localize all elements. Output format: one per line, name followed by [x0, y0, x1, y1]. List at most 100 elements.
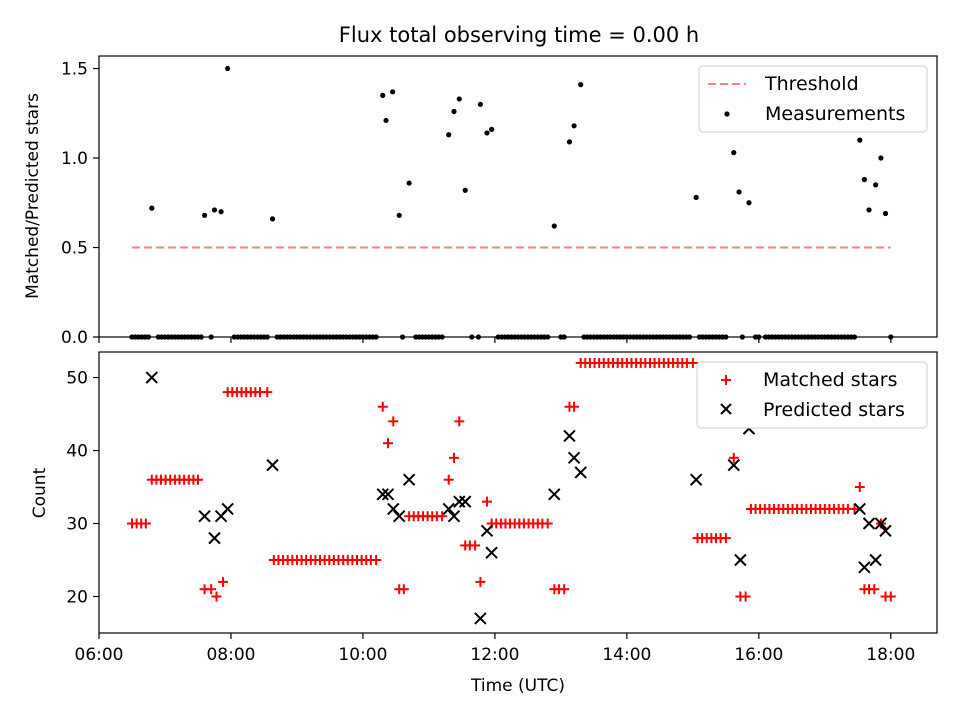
measurement-point — [396, 212, 402, 218]
plot-frame-bottom — [98, 351, 938, 634]
measurement-point — [477, 101, 483, 107]
predicted-star-point — [563, 429, 576, 443]
x-tick-label-0: 06:00 — [75, 645, 124, 665]
predicted-star-point — [548, 488, 561, 501]
measurement-point — [149, 205, 155, 211]
legend-top: Threshold Measurements — [698, 65, 928, 133]
count-panel: Count Time (UTC) 20 30 40 50 06:00 08:00 10:00… — [30, 351, 938, 696]
measurement-point — [456, 96, 462, 102]
measurement-point — [746, 200, 752, 206]
y-tick-label-1-0: 20 — [66, 588, 88, 608]
measurement-point — [736, 189, 742, 195]
measurement-point — [861, 176, 868, 183]
matched-star-point — [377, 401, 388, 412]
measurement-point — [269, 216, 276, 222]
measurement-point — [731, 150, 737, 156]
predicted-star-point — [480, 524, 494, 538]
predicted-star-point — [447, 510, 461, 523]
chart-title: Flux total observing time = 0.00 h — [339, 23, 699, 47]
predicted-star-point — [567, 451, 581, 465]
matched-star-point — [398, 584, 409, 595]
measurement-point — [218, 209, 224, 215]
legend-bottom: Matched stars Predicted stars — [696, 361, 928, 429]
predicted-star-point — [145, 371, 158, 384]
predicted-star-point — [874, 517, 888, 530]
matched-star-point — [448, 452, 459, 463]
measurement-point — [693, 194, 699, 200]
y-tick-label-0-0: 0.0 — [61, 328, 88, 348]
predicted-star-point — [381, 488, 395, 501]
matched-star-point — [454, 416, 465, 427]
predicted-star-point — [393, 510, 406, 523]
measurement-point — [462, 187, 468, 193]
y-tick-label-0-3: 1.5 — [61, 60, 88, 80]
matched-star-point — [481, 496, 492, 507]
legend-measurements-swatch — [724, 111, 730, 117]
measurement-point — [211, 207, 218, 213]
measurement-point — [406, 180, 412, 186]
predicted-star-point — [474, 612, 487, 625]
x-axis-label: Time (UTC) — [470, 676, 565, 696]
matched-star-point — [140, 518, 151, 529]
predicted-star-point — [376, 488, 389, 501]
predicted-star-point — [266, 458, 279, 472]
measurement-point — [451, 108, 457, 115]
matched-star-point — [192, 474, 203, 485]
predicted-star-point — [402, 473, 416, 486]
measurement-point — [383, 117, 389, 124]
measurement-point — [857, 137, 863, 143]
measurement-point — [489, 126, 495, 132]
matched-star-point — [559, 584, 570, 595]
predicted-star-point — [221, 502, 234, 516]
x-tick-label-1: 08:00 — [206, 645, 255, 665]
matched-star-point — [443, 474, 454, 485]
predicted-star-point — [869, 553, 882, 567]
matched-star-point — [470, 540, 481, 551]
plot-frame-top — [98, 55, 938, 338]
measurement-point — [578, 82, 584, 88]
matched-star-point — [437, 511, 448, 522]
matched-star-point — [869, 584, 880, 595]
measurement-point — [201, 212, 208, 218]
predicted-star-point — [862, 517, 876, 530]
predicted-star-point — [485, 546, 498, 559]
predicted-star-point — [858, 561, 871, 574]
matched-star-point — [206, 584, 217, 595]
legend-predicted-swatch — [720, 403, 732, 415]
measurement-point — [446, 132, 452, 138]
matched-star-point — [720, 533, 731, 544]
x-tick-label-4: 14:00 — [602, 645, 651, 665]
matched-star-point — [728, 452, 739, 463]
measurement-point — [484, 130, 490, 136]
predicted-star-point — [459, 495, 472, 508]
predicted-star-point — [879, 524, 892, 538]
legend-measurements-label: Measurements — [765, 103, 905, 125]
x-tick-label-5: 16:00 — [734, 645, 783, 665]
y-axis-label-ratio: Matched/Predicted stars — [23, 93, 43, 299]
measurement-point — [380, 92, 386, 98]
matched-star-point — [542, 518, 553, 529]
matched-star-point — [687, 357, 698, 368]
matched-star-point — [371, 555, 382, 566]
measurement-point — [873, 182, 879, 188]
measurement-point — [882, 210, 889, 217]
predicted-star-point — [198, 510, 211, 523]
y-tick-label-0-1: 0.5 — [61, 239, 88, 259]
predicted-star-point — [442, 502, 455, 516]
x-tick-label-3: 12:00 — [470, 645, 519, 665]
measurement-point — [571, 123, 577, 129]
matched-star-point — [211, 591, 222, 602]
y-tick-label-1-2: 40 — [66, 442, 88, 462]
y-tick-label-0-2: 1.0 — [61, 149, 88, 169]
predicted-star-point — [727, 458, 740, 472]
measurement-point — [866, 207, 872, 213]
measurement-point — [225, 65, 231, 72]
matched-star-point — [383, 438, 394, 449]
y-tick-label-1-3: 50 — [66, 369, 88, 389]
y-axis-label-count: Count — [30, 467, 50, 518]
matched-star-point — [475, 576, 486, 587]
x-tick-label-2: 10:00 — [338, 645, 387, 665]
measurement-point — [551, 223, 557, 229]
legend-matched-swatch — [721, 375, 731, 385]
